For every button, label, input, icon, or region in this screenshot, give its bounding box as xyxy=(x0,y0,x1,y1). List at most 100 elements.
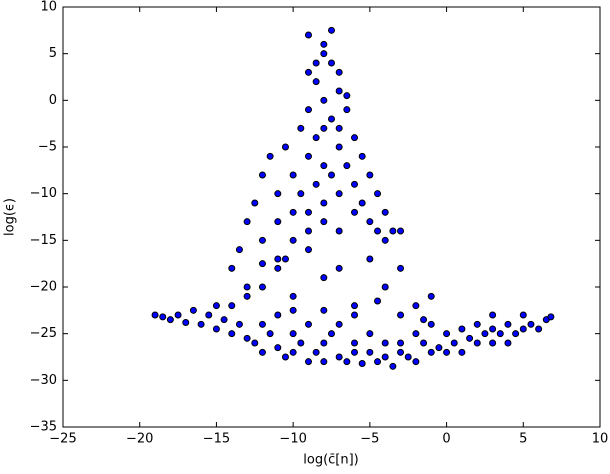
point xyxy=(159,313,167,321)
x-tick-label: 0 xyxy=(442,432,450,447)
point xyxy=(258,260,266,268)
point xyxy=(304,227,312,235)
point xyxy=(427,292,435,300)
point xyxy=(489,325,497,333)
point xyxy=(335,353,343,361)
point xyxy=(258,236,266,244)
plot-area xyxy=(151,26,555,370)
x-tick-label: −5 xyxy=(360,432,379,447)
y-tick-label: 0 xyxy=(49,93,57,108)
point xyxy=(182,318,190,326)
point xyxy=(266,330,274,338)
point xyxy=(328,171,335,179)
point xyxy=(151,311,159,319)
point xyxy=(366,218,374,226)
point xyxy=(351,180,359,188)
point xyxy=(304,152,312,160)
point xyxy=(389,227,397,235)
point xyxy=(504,320,512,328)
x-tick-label: 10 xyxy=(592,432,609,447)
point xyxy=(374,297,382,305)
point xyxy=(251,339,259,347)
point xyxy=(404,353,412,361)
point xyxy=(274,311,282,319)
point xyxy=(304,68,312,76)
point xyxy=(358,199,366,207)
point xyxy=(304,246,312,254)
y-tick-label: 10 xyxy=(40,0,57,15)
point xyxy=(435,344,443,352)
point xyxy=(489,311,497,319)
point xyxy=(228,302,236,310)
point xyxy=(235,320,243,328)
point xyxy=(335,68,343,76)
point xyxy=(289,330,297,338)
point xyxy=(443,330,451,338)
point xyxy=(312,348,320,356)
axes-frame xyxy=(62,6,601,428)
point xyxy=(258,171,266,179)
point xyxy=(519,325,527,333)
point xyxy=(335,190,343,198)
y-tick-label: −15 xyxy=(30,233,57,248)
point xyxy=(458,325,466,333)
point xyxy=(335,143,343,151)
point xyxy=(320,274,328,282)
point xyxy=(274,190,282,198)
point xyxy=(281,143,289,151)
point xyxy=(343,162,351,170)
point xyxy=(304,320,312,328)
point xyxy=(397,264,405,272)
point xyxy=(343,358,351,366)
point xyxy=(243,283,251,291)
y-axis-label: log(ϵ) xyxy=(3,198,18,236)
point xyxy=(489,339,497,347)
x-axis-label: log(c̄[n]) xyxy=(303,453,359,468)
x-tick-label: −25 xyxy=(49,432,76,447)
point xyxy=(512,330,520,338)
x-tick-label: −10 xyxy=(279,432,306,447)
point xyxy=(304,208,312,216)
point xyxy=(427,320,435,328)
point xyxy=(351,348,359,356)
point xyxy=(274,255,282,263)
point xyxy=(220,316,228,324)
x-tick-label: −20 xyxy=(126,432,153,447)
point xyxy=(189,306,197,314)
point xyxy=(258,348,266,356)
point xyxy=(243,218,251,226)
point xyxy=(174,311,182,319)
point xyxy=(258,283,266,291)
point xyxy=(504,339,512,347)
point xyxy=(205,311,213,319)
point xyxy=(320,339,328,347)
point xyxy=(328,59,335,67)
point xyxy=(320,218,328,226)
point xyxy=(397,311,405,319)
point xyxy=(366,348,374,356)
point xyxy=(381,236,389,244)
y-tick-label: −25 xyxy=(30,326,57,341)
point xyxy=(351,302,359,310)
point xyxy=(381,208,389,216)
point xyxy=(351,311,359,319)
point xyxy=(274,264,282,272)
point xyxy=(312,180,320,188)
point xyxy=(397,339,405,347)
point xyxy=(297,190,305,198)
point xyxy=(304,358,312,366)
point xyxy=(351,208,359,216)
point xyxy=(274,218,282,226)
point xyxy=(519,311,527,319)
point xyxy=(320,124,328,132)
point xyxy=(358,152,366,160)
point xyxy=(320,50,328,58)
point xyxy=(466,334,474,342)
point xyxy=(289,306,297,314)
point xyxy=(312,59,320,67)
point xyxy=(289,348,297,356)
point xyxy=(358,360,366,368)
y-tick-label: −35 xyxy=(30,420,57,435)
point xyxy=(312,134,320,142)
point xyxy=(374,190,382,198)
